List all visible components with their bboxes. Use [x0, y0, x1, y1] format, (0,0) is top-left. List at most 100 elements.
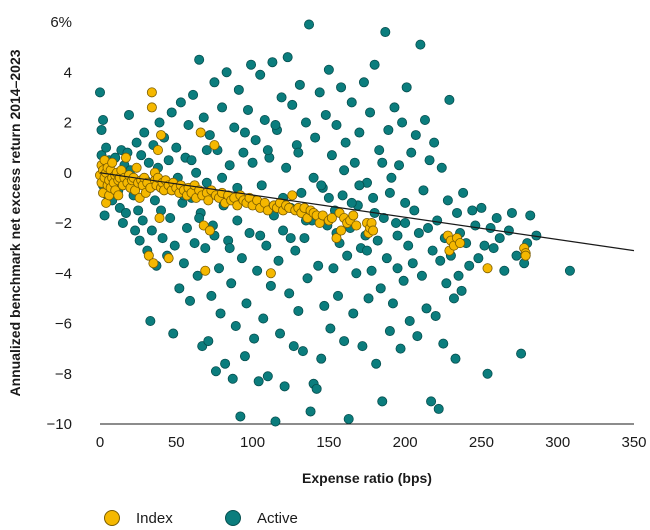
active-point	[404, 315, 415, 326]
active-point	[366, 265, 377, 276]
y-tick-label: 2	[64, 115, 72, 132]
active-point	[381, 253, 392, 264]
active-point	[453, 270, 464, 281]
index-point	[482, 263, 493, 274]
active-point	[418, 185, 429, 196]
active-point	[302, 273, 313, 284]
active-point	[149, 195, 160, 206]
index-point	[351, 220, 362, 231]
active-point	[181, 223, 192, 234]
active-point	[369, 59, 380, 70]
active-point	[343, 413, 354, 424]
active-point	[310, 132, 321, 143]
active-point	[313, 260, 324, 271]
active-point	[276, 92, 287, 103]
index-point	[336, 225, 347, 236]
active-point	[294, 79, 305, 90]
active-point	[255, 69, 266, 80]
x-tick-label: 250	[469, 434, 494, 451]
active-point	[456, 285, 467, 296]
active-point	[386, 172, 397, 183]
active-point	[293, 305, 304, 316]
y-axis-title: Annualized benchmark net excess return 2…	[7, 49, 23, 396]
active-point	[296, 187, 307, 198]
active-point	[482, 368, 493, 379]
active-point	[252, 265, 263, 276]
active-point	[282, 52, 293, 63]
active-point	[186, 155, 197, 166]
index-point	[204, 225, 215, 236]
active-point	[246, 59, 257, 70]
active-point	[194, 54, 205, 65]
active-point	[377, 396, 388, 407]
active-point	[217, 172, 228, 183]
index-point	[209, 140, 220, 151]
active-point	[384, 187, 395, 198]
active-point	[400, 217, 411, 228]
active-point	[166, 107, 177, 118]
active-point	[564, 265, 575, 276]
active-point	[154, 117, 165, 128]
active-point	[476, 202, 487, 213]
active-point	[299, 233, 310, 244]
active-point	[270, 120, 281, 131]
y-tick-label: −10	[47, 416, 72, 433]
active-point	[432, 215, 443, 226]
active-point	[101, 142, 112, 153]
active-point	[157, 233, 168, 244]
active-point	[168, 328, 179, 339]
active-point	[130, 225, 141, 236]
active-point	[232, 215, 243, 226]
active-point	[494, 233, 505, 244]
active-point	[325, 323, 336, 334]
x-tick-label: 100	[240, 434, 265, 451]
active-point	[300, 117, 311, 128]
active-point	[387, 298, 398, 309]
index-point	[326, 212, 337, 223]
active-point	[189, 238, 200, 249]
active-point	[331, 120, 342, 131]
active-point	[412, 331, 423, 342]
y-tick-label: 6%	[50, 14, 72, 31]
active-point	[394, 160, 405, 171]
active-point	[178, 258, 189, 269]
active-point	[319, 300, 330, 311]
active-point	[204, 130, 215, 141]
active-point	[452, 207, 463, 218]
index-point	[120, 152, 131, 163]
active-point	[201, 177, 212, 188]
active-point	[436, 162, 447, 173]
x-tick-label: 0	[96, 434, 104, 451]
active-point	[174, 283, 185, 294]
active-point	[389, 102, 400, 113]
active-point	[407, 258, 418, 269]
active-point	[395, 343, 406, 354]
active-point	[398, 275, 409, 286]
index-point	[113, 190, 124, 201]
active-point	[262, 145, 273, 156]
active-point	[511, 250, 522, 261]
active-point	[288, 341, 299, 352]
active-point	[117, 217, 128, 228]
active-point	[516, 348, 527, 359]
active-points	[95, 19, 575, 427]
active-point	[427, 245, 438, 256]
active-point	[368, 192, 379, 203]
active-point	[238, 147, 249, 158]
active-point	[275, 328, 286, 339]
active-point	[221, 67, 232, 78]
legend-marker-active	[225, 510, 241, 526]
x-axis-ticks: 0 50 100 150 200 250 300 350	[96, 434, 647, 451]
active-point	[229, 122, 240, 133]
index-point	[156, 130, 167, 141]
active-point	[438, 338, 449, 349]
active-point	[293, 147, 304, 158]
active-point	[242, 104, 253, 115]
active-point	[137, 215, 148, 226]
active-point	[220, 358, 231, 369]
active-point	[348, 308, 359, 319]
index-point	[152, 145, 163, 156]
x-tick-label: 300	[545, 434, 570, 451]
active-point	[261, 240, 272, 251]
active-point	[146, 225, 157, 236]
